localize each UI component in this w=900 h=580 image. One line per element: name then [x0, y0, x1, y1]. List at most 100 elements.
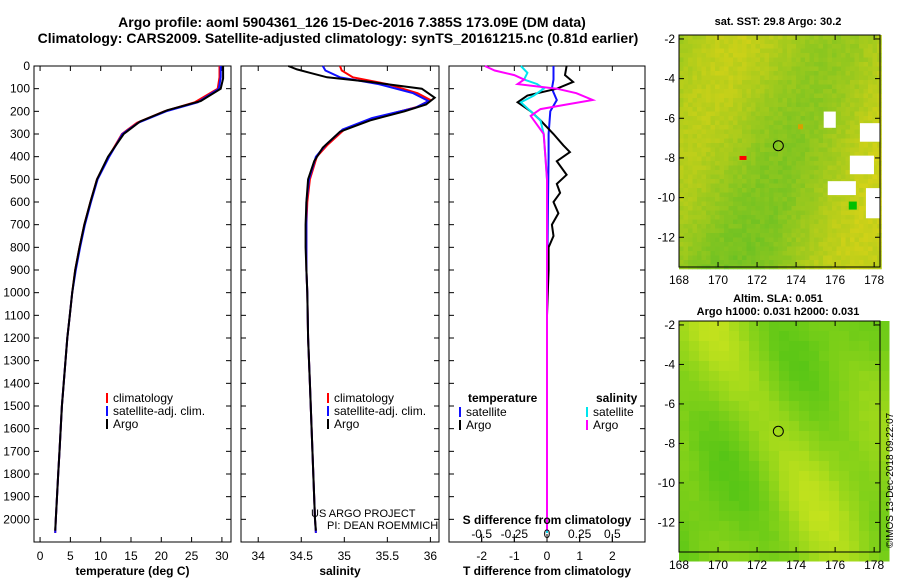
- sst-cell: [755, 170, 761, 175]
- sst-cell: [724, 161, 729, 166]
- sst-cell: [737, 237, 743, 243]
- sst-cell: [850, 237, 855, 243]
- sst-cell: [841, 197, 846, 202]
- sst-cell: [719, 215, 725, 220]
- sla-cell: [729, 511, 740, 522]
- sst-cell: [733, 93, 738, 99]
- sla-cell: [819, 361, 830, 372]
- sst-cell: [823, 48, 828, 54]
- sst-cell: [733, 62, 738, 67]
- sla-cell: [799, 431, 810, 442]
- sla-cell: [829, 461, 840, 472]
- sst-cell: [841, 147, 846, 153]
- sst-cell: [800, 183, 806, 189]
- sst-cell: [796, 143, 801, 148]
- sla-cell: [879, 391, 890, 402]
- s-tick-label: 0: [544, 527, 551, 541]
- sst-cell: [688, 134, 693, 139]
- sst-cell: [710, 75, 716, 81]
- sst-cell: [679, 165, 684, 171]
- sst-cell: [755, 39, 761, 45]
- sst-cell: [710, 89, 716, 94]
- sst-cell: [773, 192, 779, 198]
- sst-cell: [872, 116, 878, 121]
- sst-cell: [814, 197, 819, 202]
- sst-cell: [701, 116, 707, 121]
- sst-cell: [791, 120, 797, 126]
- legend-title: temperature: [468, 391, 538, 405]
- sst-cell: [697, 93, 702, 99]
- sst-cell: [773, 255, 779, 261]
- sst-cell: [809, 152, 815, 157]
- sst-cell: [724, 179, 729, 184]
- sst-cell: [845, 62, 851, 67]
- sst-cell: [841, 116, 846, 121]
- sst-cell: [683, 228, 689, 234]
- sst-cell: [692, 242, 698, 247]
- sst-cell: [827, 206, 833, 211]
- sst-cell: [818, 228, 824, 234]
- sst-cell: [863, 224, 869, 229]
- imos-credit: ©IMOS 13-Dec-2018 09:22:07: [885, 412, 896, 548]
- sla-cell: [789, 401, 800, 412]
- sst-cell: [868, 39, 873, 45]
- sst-cell: [701, 71, 707, 76]
- sst-cell: [827, 89, 833, 94]
- sla-cell: [829, 321, 840, 332]
- sst-cell: [746, 174, 752, 180]
- sst-cell: [710, 215, 716, 220]
- sla-cell: [779, 411, 790, 422]
- sst-cell: [872, 120, 878, 126]
- sla-cell: [779, 481, 790, 492]
- sst-cell: [733, 206, 738, 211]
- sst-cell: [778, 116, 783, 121]
- sst-cell: [791, 116, 797, 121]
- sst-cell: [755, 143, 761, 148]
- sst-cell: [818, 224, 824, 229]
- sst-cell: [836, 246, 842, 252]
- sst-cell: [692, 156, 698, 162]
- sst-cell: [800, 75, 806, 81]
- sst-cell: [728, 125, 734, 130]
- y-tick-label: 1600: [3, 422, 30, 436]
- sst-cell: [782, 233, 788, 238]
- sst-cell: [796, 71, 801, 76]
- sla-cell: [699, 381, 710, 392]
- sst-cell: [769, 237, 774, 243]
- sst-cell: [836, 210, 842, 216]
- sst-cell: [679, 120, 684, 126]
- sst-cell: [800, 39, 806, 45]
- sst-cell: [706, 242, 711, 247]
- sst-cell: [854, 129, 860, 135]
- sst-cell: [701, 251, 707, 256]
- sla-cell: [739, 441, 750, 452]
- sst-cell: [863, 53, 869, 58]
- sst-cell: [805, 107, 810, 112]
- sla-cell: [809, 411, 820, 422]
- sst-cell: [782, 251, 788, 256]
- sst-cell: [805, 143, 810, 148]
- sst-cell: [796, 242, 801, 247]
- sst-cell: [791, 255, 797, 261]
- sla-cell: [699, 321, 710, 332]
- sla-cell: [769, 411, 780, 422]
- sst-cell: [760, 206, 765, 211]
- sst-cell: [724, 156, 729, 162]
- sst-cell: [841, 80, 846, 85]
- sst-cell: [832, 215, 837, 220]
- sst-cell: [764, 66, 770, 72]
- sst-cell: [872, 84, 878, 90]
- sst-cell: [724, 188, 729, 193]
- sst-cell: [850, 75, 855, 81]
- sla-cell: [879, 421, 890, 432]
- sst-cell: [679, 44, 684, 49]
- sst-cell: [683, 84, 689, 90]
- sst-cell: [859, 107, 864, 112]
- sst-cell: [778, 84, 783, 90]
- sst-cell: [710, 242, 716, 247]
- sla-cell: [729, 531, 740, 542]
- sst-cell: [814, 62, 819, 67]
- sst-cell: [773, 251, 779, 256]
- sla-cell: [699, 491, 710, 502]
- sst-cell: [688, 201, 693, 207]
